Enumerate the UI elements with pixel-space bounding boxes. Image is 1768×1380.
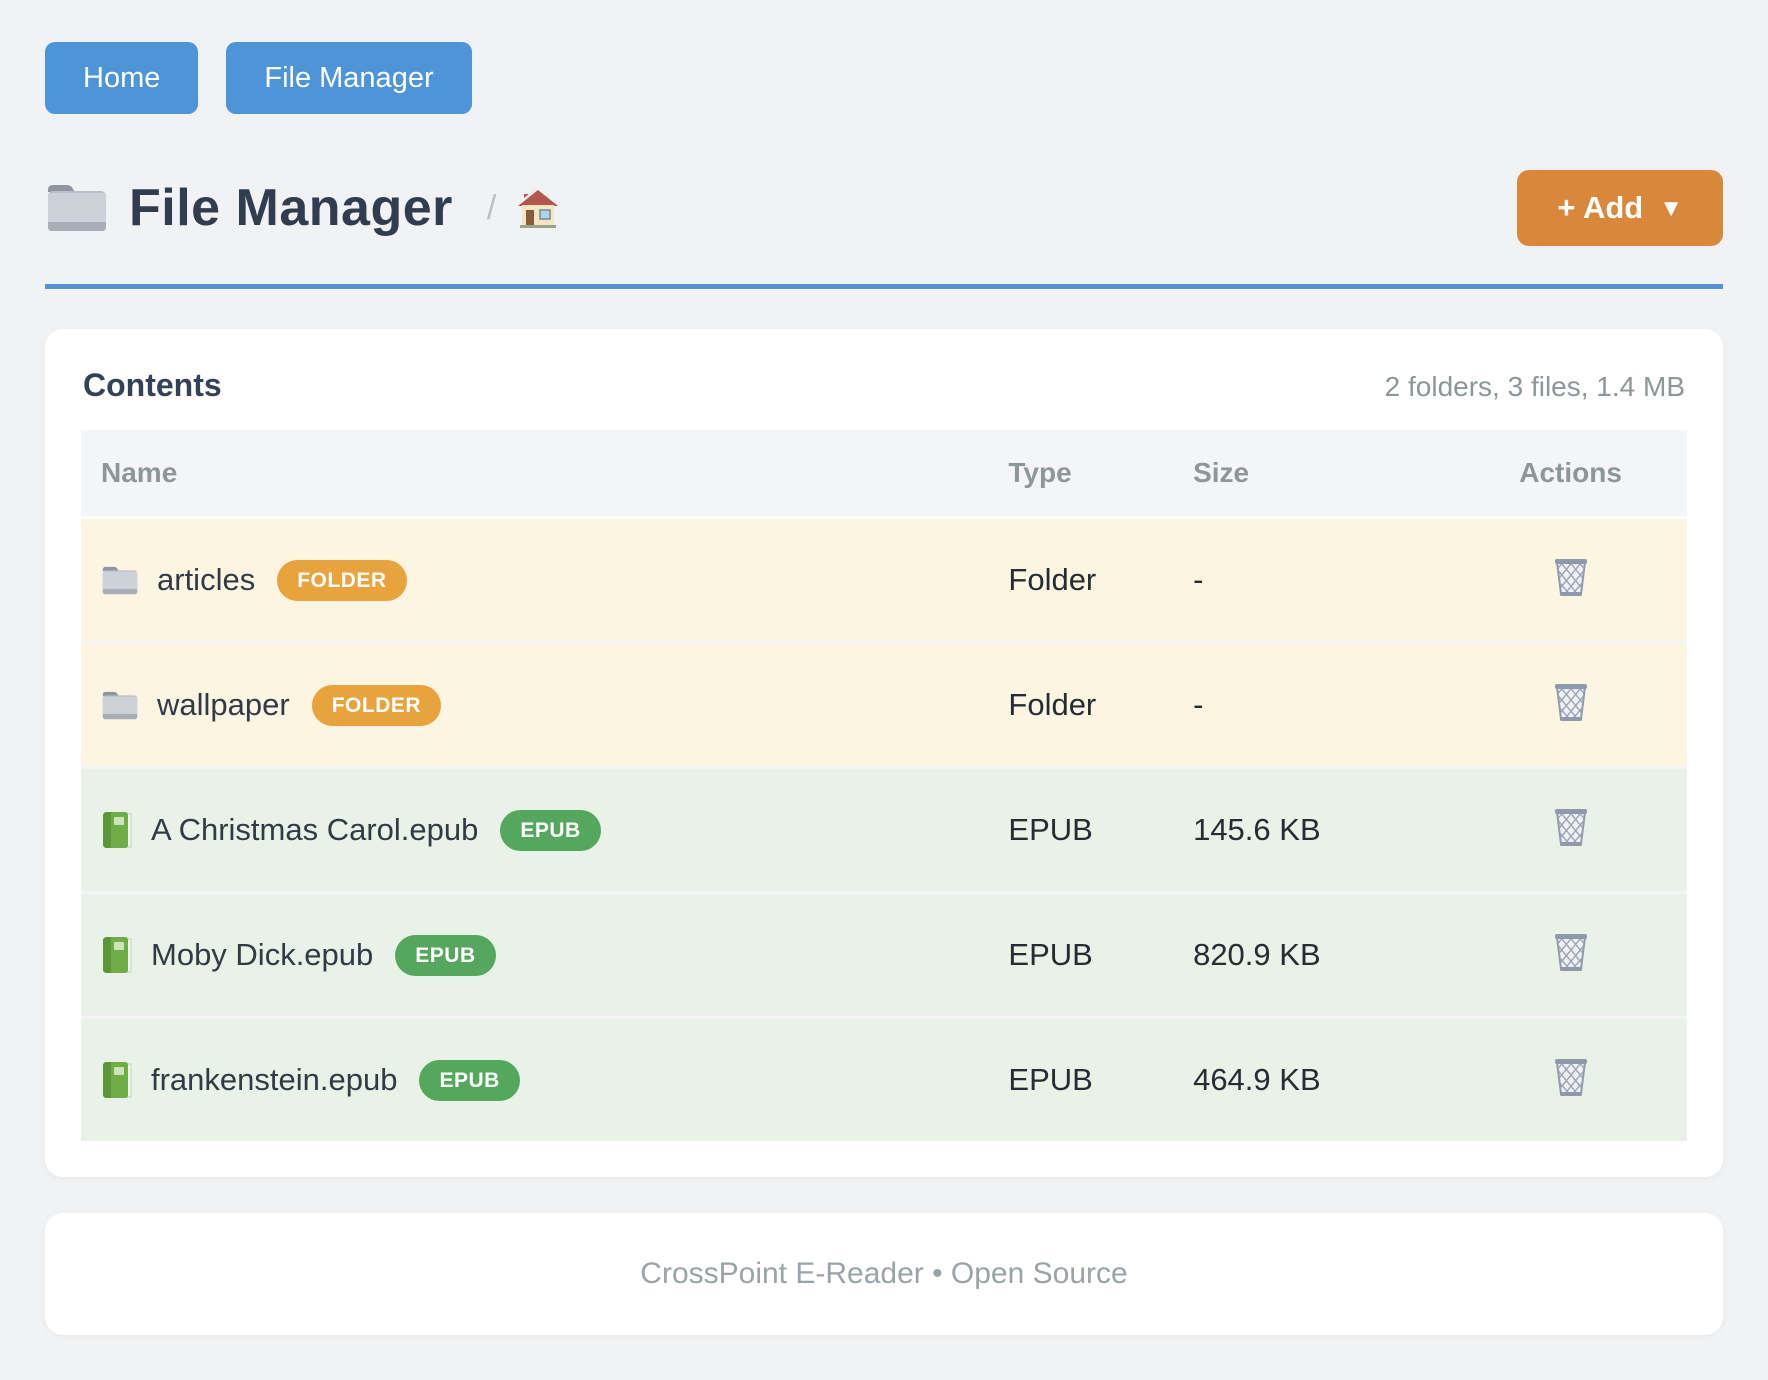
- table-row: wallpaper FOLDER Folder -: [81, 642, 1687, 768]
- home-icon[interactable]: [516, 186, 560, 230]
- caret-down-icon: ▼: [1659, 195, 1683, 222]
- book-icon: [101, 1061, 133, 1099]
- nav-file-manager-button[interactable]: File Manager: [226, 42, 472, 114]
- file-type-badge: FOLDER: [311, 684, 442, 726]
- page-header: File Manager / + Add ▼: [45, 170, 1723, 246]
- delete-button[interactable]: [1551, 929, 1591, 973]
- file-type-badge: EPUB: [500, 809, 601, 851]
- table-row: Moby Dick.epub EPUB EPUB 820.9 KB: [81, 892, 1687, 1018]
- folder-icon: [101, 690, 139, 721]
- contents-heading: Contents: [83, 367, 222, 403]
- file-size: -: [1193, 687, 1204, 722]
- nav-home-button[interactable]: Home: [45, 42, 199, 114]
- trash-icon: [1551, 679, 1591, 723]
- file-type-badge: EPUB: [419, 1059, 520, 1101]
- contents-summary: 2 folders, 3 files, 1.4 MB: [1384, 371, 1685, 402]
- file-manager-page: Home File Manager File Manager /: [45, 42, 1723, 1335]
- contents-header: Contents 2 folders, 3 files, 1.4 MB: [81, 367, 1687, 430]
- book-icon: [101, 811, 133, 849]
- file-type: Folder: [1008, 687, 1097, 722]
- table-row: articles FOLDER Folder -: [81, 517, 1687, 643]
- file-type-badge: EPUB: [395, 934, 496, 976]
- file-type: EPUB: [1008, 1062, 1093, 1097]
- file-name-link[interactable]: A Christmas Carol.epub: [151, 812, 479, 847]
- file-type: EPUB: [1008, 812, 1093, 847]
- contents-card: Contents 2 folders, 3 files, 1.4 MB Name…: [45, 329, 1723, 1177]
- column-header-actions: Actions: [1454, 430, 1687, 518]
- file-type: EPUB: [1008, 937, 1093, 972]
- file-name-link[interactable]: frankenstein.epub: [151, 1062, 398, 1097]
- trash-icon: [1551, 1054, 1591, 1098]
- footer-card: CrossPoint E-Reader • Open Source: [45, 1213, 1723, 1335]
- table-header-row: Name Type Size Actions: [81, 430, 1687, 518]
- title-group: File Manager /: [45, 178, 560, 238]
- file-size: 145.6 KB: [1193, 812, 1321, 847]
- file-size: 464.9 KB: [1193, 1062, 1321, 1097]
- column-header-size: Size: [1173, 430, 1455, 518]
- footer-text: CrossPoint E-Reader • Open Source: [640, 1257, 1128, 1290]
- trash-icon: [1551, 804, 1591, 848]
- file-type: Folder: [1008, 562, 1097, 597]
- file-table: Name Type Size Actions: [81, 430, 1687, 1141]
- folder-icon: [101, 565, 139, 596]
- column-header-type: Type: [988, 430, 1174, 518]
- book-icon: [101, 936, 133, 974]
- page-title: File Manager: [129, 179, 453, 237]
- add-button[interactable]: + Add ▼: [1517, 170, 1723, 246]
- delete-button[interactable]: [1551, 804, 1591, 848]
- table-row: frankenstein.epub EPUB EPUB 464.9 KB: [81, 1017, 1687, 1141]
- add-button-label: + Add: [1557, 190, 1644, 225]
- top-navigation: Home File Manager: [45, 42, 1723, 114]
- table-row: A Christmas Carol.epub EPUB EPUB 145.6 K…: [81, 767, 1687, 893]
- file-size: -: [1193, 562, 1204, 597]
- delete-button[interactable]: [1551, 1054, 1591, 1098]
- delete-button[interactable]: [1551, 679, 1591, 723]
- trash-icon: [1551, 929, 1591, 973]
- header-divider: [45, 284, 1723, 289]
- file-size: 820.9 KB: [1193, 937, 1321, 972]
- column-header-name: Name: [81, 430, 989, 518]
- delete-button[interactable]: [1551, 554, 1591, 598]
- trash-icon: [1551, 554, 1591, 598]
- file-name-link[interactable]: Moby Dick.epub: [151, 937, 374, 972]
- file-name-link[interactable]: wallpaper: [157, 687, 290, 722]
- breadcrumb-separator: /: [486, 188, 497, 227]
- file-table-body: articles FOLDER Folder -: [81, 517, 1687, 1141]
- folder-icon: [45, 182, 109, 234]
- file-name-link[interactable]: articles: [157, 562, 256, 597]
- file-type-badge: FOLDER: [277, 559, 407, 601]
